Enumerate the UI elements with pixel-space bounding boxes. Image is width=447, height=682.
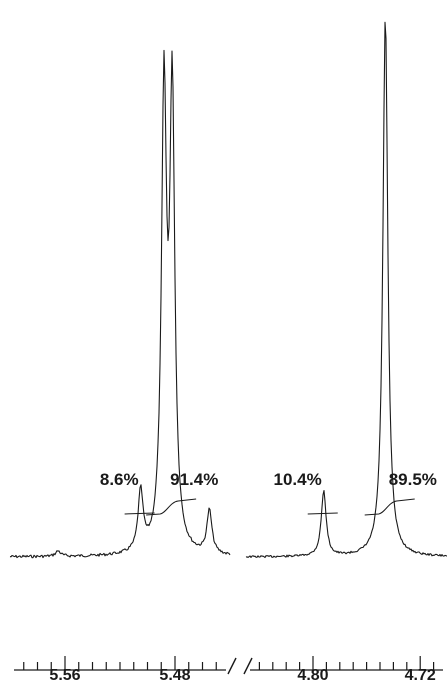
tick-label: 4.72 (405, 667, 436, 682)
integral-curve (146, 498, 197, 516)
tick-label: 5.48 (159, 667, 190, 682)
integral-label: 89.5% (389, 470, 437, 489)
integral-curves (124, 498, 415, 516)
integral-labels: 8.6% 91.4% 10.4% 89.5% (100, 470, 437, 489)
axis-break-mark (227, 657, 237, 675)
spectrum-trace-2 (245, 21, 447, 559)
tick-label: 5.56 (49, 667, 80, 682)
tick-label: 4.80 (297, 667, 328, 682)
integral-label: 91.4% (170, 470, 218, 489)
axis-break-mark (243, 657, 253, 675)
integral-label: 8.6% (100, 470, 139, 489)
spectrum-trace-1 (9, 49, 231, 559)
integral-label: 10.4% (274, 470, 322, 489)
x-axis: 5.56 5.48 4.80 4.72 (14, 656, 443, 682)
spectrum-traces (9, 21, 447, 559)
integral-curve (124, 512, 155, 515)
integral-curve (364, 498, 415, 516)
integral-curve (307, 512, 338, 515)
